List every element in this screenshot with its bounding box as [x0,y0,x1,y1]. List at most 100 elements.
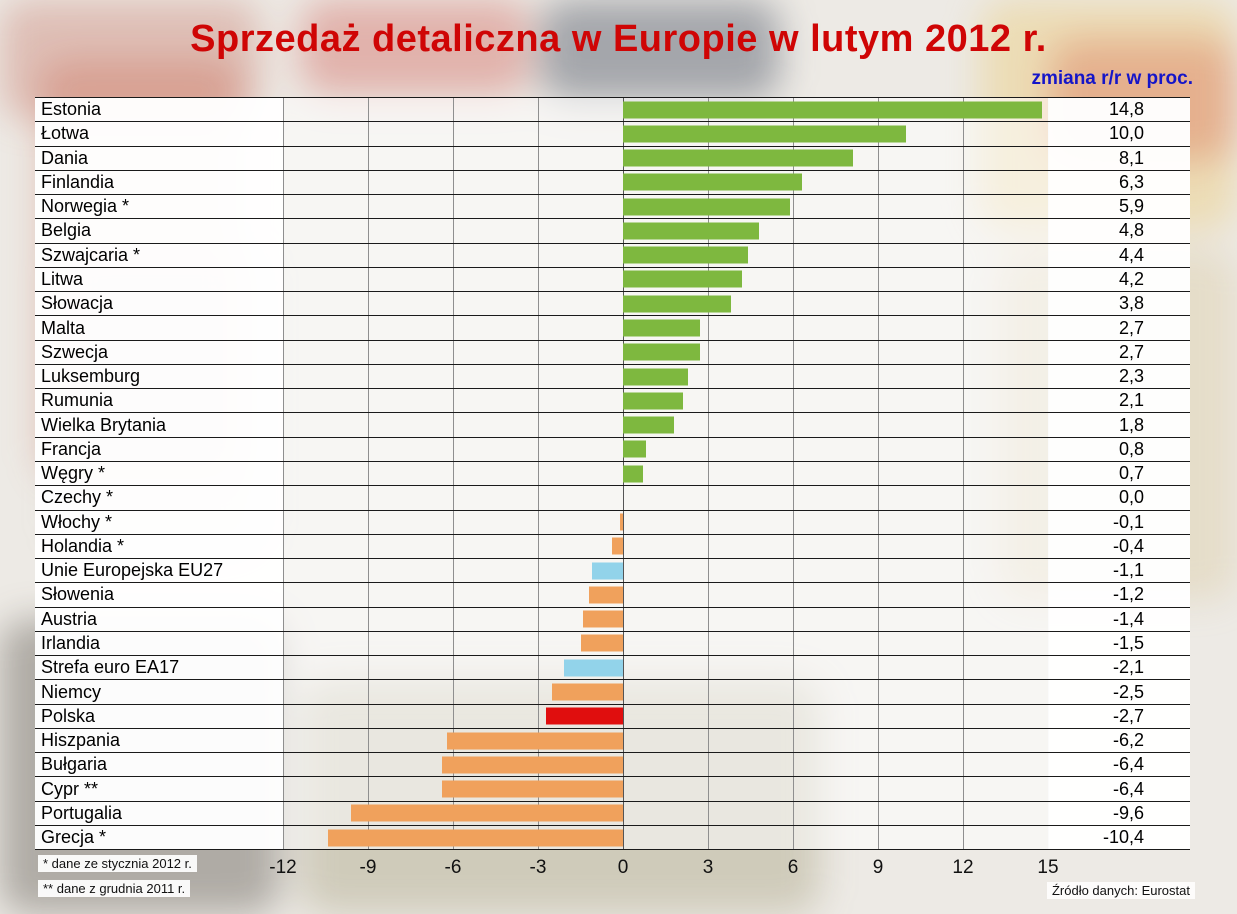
value-label: 10,0 [1048,122,1190,146]
x-tick-label: -9 [359,857,377,878]
value-label: -0,1 [1048,510,1190,534]
chart-row: Niemcy -2,5 [35,679,1190,704]
value-label: -1,1 [1048,559,1190,583]
country-label: Litwa [35,267,283,292]
value-bar [623,270,742,288]
country-label: Rumunia [35,389,283,413]
x-tick-label: 6 [787,857,799,878]
country-label: Luksemburg [35,364,283,389]
country-label: Słowenia [35,583,283,607]
gridline [708,97,709,850]
country-label: Dania [35,146,283,170]
value-bar [623,368,689,386]
chart-row: Łotwa 10,0 [35,121,1190,146]
value-label: -2,7 [1048,704,1190,728]
value-bar [583,610,623,628]
country-label: Czechy * [35,486,283,510]
country-label: Grecja * [35,825,283,850]
bar-area [283,729,1048,752]
country-label: Szwajcaria * [35,243,283,267]
value-label: 4,2 [1048,267,1190,292]
chart-row: Irlandia -1,5 [35,630,1190,656]
bar-area [283,341,1048,364]
value-label: 2,3 [1048,364,1190,389]
x-axis: -12 -9 -6 -3 0 3 6 9 12 15 [269,857,1058,883]
chart-row: Rumunia 2,1 [35,388,1190,413]
x-tick-label: 12 [952,857,974,878]
axis-unit-label: zmiana r/r w proc. [1031,68,1193,89]
chart-row: Wielka Brytania 1,8 [35,412,1190,437]
value-label: -2,5 [1048,680,1190,704]
value-bar [580,634,623,652]
bar-area [283,268,1048,291]
chart-row: Hiszpania -6,2 [35,727,1190,753]
footnote-january: * dane ze stycznia 2012 r. [38,855,197,872]
value-bar [620,513,623,531]
country-label: Hiszpania [35,728,283,753]
value-bar [546,707,623,725]
value-label: -2,1 [1048,656,1190,680]
value-label: -6,4 [1048,777,1190,801]
chart-row: Szwajcaria * 4,4 [35,242,1190,267]
value-bar [623,343,700,361]
country-label: Finlandia [35,170,283,195]
gridline [368,97,369,850]
bar-area [283,98,1048,121]
value-label: 0,8 [1048,437,1190,461]
chart-row: Polska -2,7 [35,703,1190,728]
bar-area [283,195,1048,218]
value-bar [623,222,759,240]
bar-area [283,365,1048,388]
value-bar [328,829,623,847]
country-label: Włochy * [35,510,283,534]
country-label: Portugalia [35,801,283,825]
x-tick-label: 3 [702,857,714,878]
country-label: Estonia [35,98,283,122]
chart-row: Litwa 4,2 [35,266,1190,292]
country-label: Szwecja [35,340,283,364]
value-label: 2,7 [1048,316,1190,340]
value-label: 5,9 [1048,195,1190,219]
chart-row: Słowacja 3,8 [35,291,1190,316]
country-label: Niemcy [35,680,283,704]
chart-row: Włochy * -0,1 [35,509,1190,534]
bar-area [283,632,1048,655]
value-bar [441,780,623,798]
country-label: Irlandia [35,631,283,656]
chart-row: Norwegia * 5,9 [35,194,1190,219]
gridline [283,97,284,850]
bar-area [283,535,1048,558]
country-label: Węgry * [35,461,283,486]
bar-area [283,802,1048,825]
value-bar [591,562,623,580]
bar-area [283,680,1048,703]
chart-row: Belgia 4,8 [35,218,1190,243]
value-bar [623,198,791,216]
chart-row: Słowenia -1,2 [35,582,1190,607]
gridline [453,97,454,850]
chart-row: Strefa euro EA17 -2,1 [35,655,1190,680]
bar-area [283,147,1048,170]
bar-area [283,583,1048,606]
chart-row: Szwecja 2,7 [35,339,1190,364]
bar-area [283,292,1048,315]
value-label: -1,4 [1048,607,1190,631]
bar-area [283,462,1048,485]
country-label: Bułgaria [35,753,283,777]
value-bar [623,125,907,143]
value-bar [623,246,748,264]
bar-area [283,608,1048,631]
chart-row: Malta 2,7 [35,315,1190,340]
bar-area [283,559,1048,582]
value-label: 6,3 [1048,170,1190,195]
country-label: Wielka Brytania [35,413,283,437]
value-bar [447,732,623,750]
bar-area [283,316,1048,339]
value-label: -9,6 [1048,801,1190,825]
country-label: Francja [35,437,283,461]
value-label: 8,1 [1048,146,1190,170]
gridline [538,97,539,850]
country-label: Łotwa [35,122,283,146]
value-bar [552,683,623,701]
